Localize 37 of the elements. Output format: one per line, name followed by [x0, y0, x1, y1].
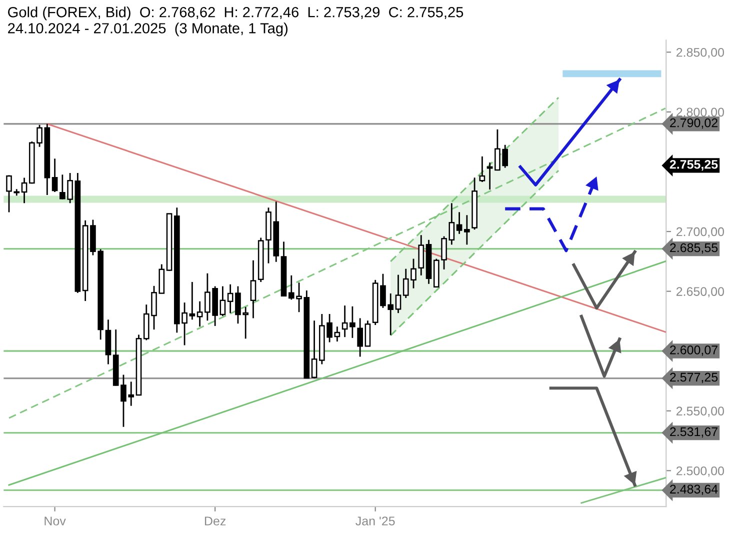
candlestick [189, 281, 196, 320]
candlestick [464, 214, 470, 246]
y-tick-label: 2.650,00 [676, 287, 724, 298]
candlestick [456, 211, 462, 235]
ref-line-label: 2.790,02 [670, 118, 718, 129]
ref-line-label: 2.577,25 [670, 372, 718, 384]
x-tick-label: Dez [204, 516, 226, 526]
candlestick [196, 300, 203, 328]
y-tick-label: 2.850,00 [676, 48, 724, 58]
candlestick [364, 320, 371, 347]
chart-subtitle: 24.10.2024 - 27.01.2025 (3 Monate, 1 Tag) [8, 22, 288, 36]
x-tick-label: Nov [44, 516, 66, 526]
candlestick [350, 306, 356, 339]
candlestick [220, 286, 226, 317]
chart-title: Gold (FOREX, Bid) O: 2.768,62 H: 2.772,46 L: 2.753,29 C: 2.755,25 [8, 6, 464, 20]
y-tick-label: 2.500,00 [676, 466, 724, 477]
ref-line-label: 2.600,07 [670, 346, 718, 356]
candlestick [486, 162, 493, 190]
ref-line-label: 2.685,55 [670, 243, 718, 254]
candlestick [334, 326, 340, 342]
text: 2.755,25 [670, 160, 718, 171]
candlestick [227, 284, 234, 314]
candlestick [250, 260, 256, 319]
candlestick [311, 320, 318, 379]
y-tick-label: 2.550,00 [676, 406, 724, 417]
candlestick [21, 177, 28, 204]
y-tick-label: 2.700,00 [676, 227, 724, 238]
candlestick [6, 174, 12, 213]
candlestick [52, 158, 58, 193]
candlestick [479, 156, 486, 183]
y-tick-label: 2.800,00 [676, 108, 724, 118]
ref-line-label: 2.483,64 [670, 484, 718, 496]
candlestick [342, 304, 348, 338]
candlestick [357, 318, 363, 358]
candlestick [395, 274, 402, 314]
ref-line-label: 2.531,67 [670, 427, 718, 438]
x-tick-label: Jan '25 [356, 516, 395, 526]
